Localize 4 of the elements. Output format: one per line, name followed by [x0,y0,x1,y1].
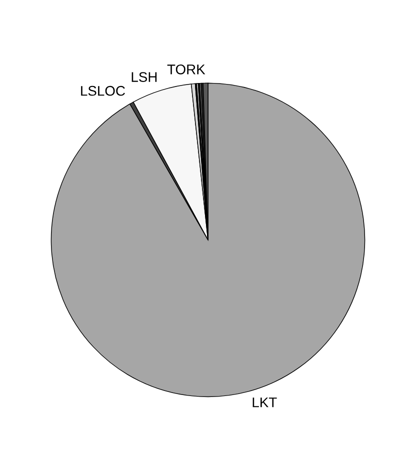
slice-label: TORK [167,64,206,74]
slice-label: LKT [252,398,277,408]
slice-label: LSLOC [81,86,125,96]
slice-label: LSH [132,72,157,82]
